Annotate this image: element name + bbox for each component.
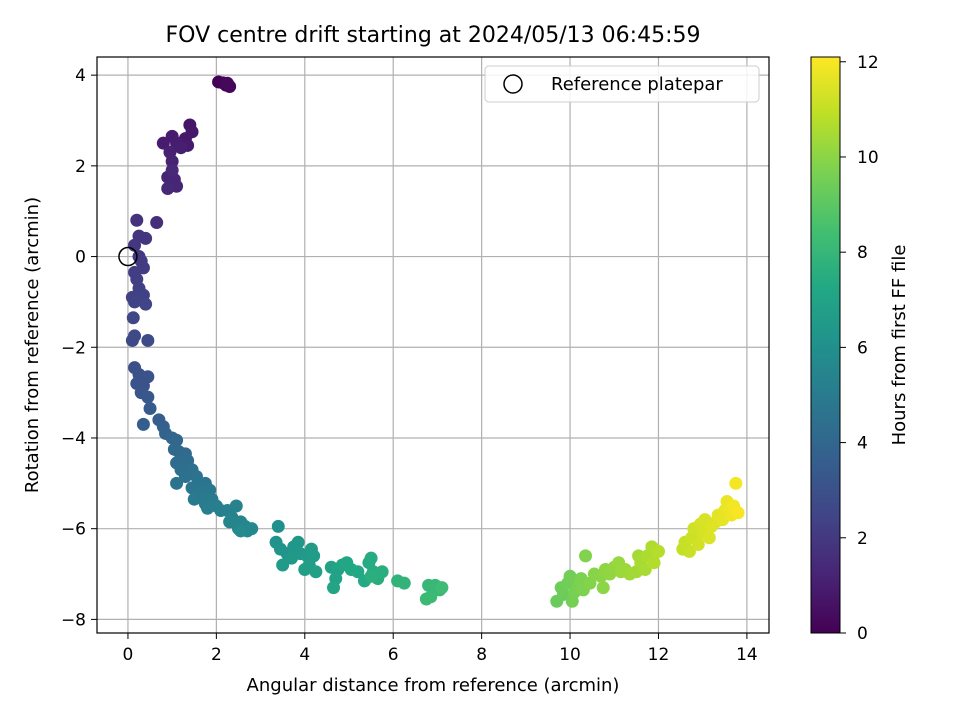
data-point [139, 231, 153, 245]
y-axis-label: Rotation from reference (arcmin) [22, 197, 43, 493]
grid-lines [97, 57, 769, 633]
data-point [276, 558, 290, 572]
colorbar-label: Hours from first FF file [889, 245, 910, 446]
x-tick-label: 2 [211, 645, 222, 665]
data-point [651, 544, 665, 558]
y-tick-label: −8 [61, 610, 86, 630]
data-point [136, 417, 150, 431]
y-tick-label: −2 [61, 338, 86, 358]
colorbar-tick-label: 6 [857, 338, 868, 358]
legend: Reference platepar [484, 65, 760, 103]
x-tick-label: 6 [388, 645, 399, 665]
x-axis-label: Angular distance from reference (arcmin) [247, 675, 620, 696]
data-point [285, 551, 299, 565]
y-tick-label: 0 [75, 248, 86, 268]
chart-title: FOV centre drift starting at 2024/05/13 … [166, 23, 701, 48]
data-point [397, 576, 411, 590]
plot-frame [96, 56, 770, 634]
data-point [638, 563, 652, 577]
y-tick-label: −4 [61, 429, 86, 449]
y-tick-label: 4 [75, 66, 86, 86]
data-point [220, 76, 234, 90]
data-point [130, 213, 144, 227]
x-tick-label: 14 [736, 645, 758, 665]
x-tick-label: 8 [476, 645, 487, 665]
data-point [150, 216, 164, 230]
x-tick-label: 10 [559, 645, 581, 665]
data-point [128, 295, 142, 309]
x-tick-label: 0 [123, 645, 134, 665]
data-point [309, 565, 323, 579]
data-point [139, 297, 153, 311]
data-point [187, 492, 201, 506]
data-point [271, 519, 285, 533]
colorbar [810, 56, 841, 634]
legend-entry: Reference platepar [551, 74, 723, 95]
data-point [682, 544, 696, 558]
data-point [731, 506, 745, 520]
data-point [165, 154, 179, 168]
colorbar-tick-label: 2 [857, 529, 868, 549]
data-point [201, 501, 215, 515]
x-tick-label: 12 [648, 645, 670, 665]
colorbar-tick-label: 10 [857, 148, 879, 168]
colorbar-tick-label: 12 [857, 53, 879, 73]
data-point [141, 333, 155, 347]
data-point [691, 538, 705, 552]
y-tick-label: 2 [75, 157, 86, 177]
y-tick-label: −6 [61, 520, 86, 540]
data-point [245, 522, 259, 536]
data-point [174, 141, 188, 155]
data-point [419, 592, 433, 606]
data-point [156, 136, 170, 150]
data-point [364, 551, 378, 565]
data-point [223, 515, 237, 529]
colorbar-tick-label: 8 [857, 243, 868, 263]
colorbar-ticks: 0 2 4 6 8 10 12 [840, 53, 879, 644]
data-point [563, 569, 577, 583]
data-point [141, 390, 155, 404]
data-point [298, 563, 312, 577]
data-point [375, 565, 389, 579]
y-axis-ticks: −8 −6 −4 −2 0 2 4 [61, 66, 97, 630]
legend-box [484, 65, 760, 103]
data-point [143, 401, 157, 415]
x-axis-ticks: 0 2 4 6 8 10 12 14 [123, 633, 758, 665]
data-point [435, 581, 449, 595]
data-point [126, 311, 140, 325]
data-point [327, 581, 341, 595]
data-point [596, 581, 610, 595]
data-point [170, 476, 184, 490]
data-point [165, 163, 179, 177]
data-point [229, 499, 243, 513]
colorbar-tick-label: 0 [857, 624, 868, 644]
data-point [351, 565, 365, 579]
data-point [729, 476, 743, 490]
data-points [125, 75, 745, 608]
x-tick-label: 4 [299, 645, 310, 665]
legend-marker [503, 74, 523, 94]
data-point [364, 569, 378, 583]
data-point [702, 531, 716, 545]
data-point [161, 182, 175, 196]
data-point [234, 524, 248, 538]
data-point [291, 535, 305, 549]
data-point [125, 333, 139, 347]
reference-platepar-marker [118, 246, 138, 267]
data-point [178, 470, 192, 484]
colorbar-tick-label: 4 [857, 434, 868, 454]
data-point [647, 556, 661, 570]
data-point [579, 549, 593, 563]
